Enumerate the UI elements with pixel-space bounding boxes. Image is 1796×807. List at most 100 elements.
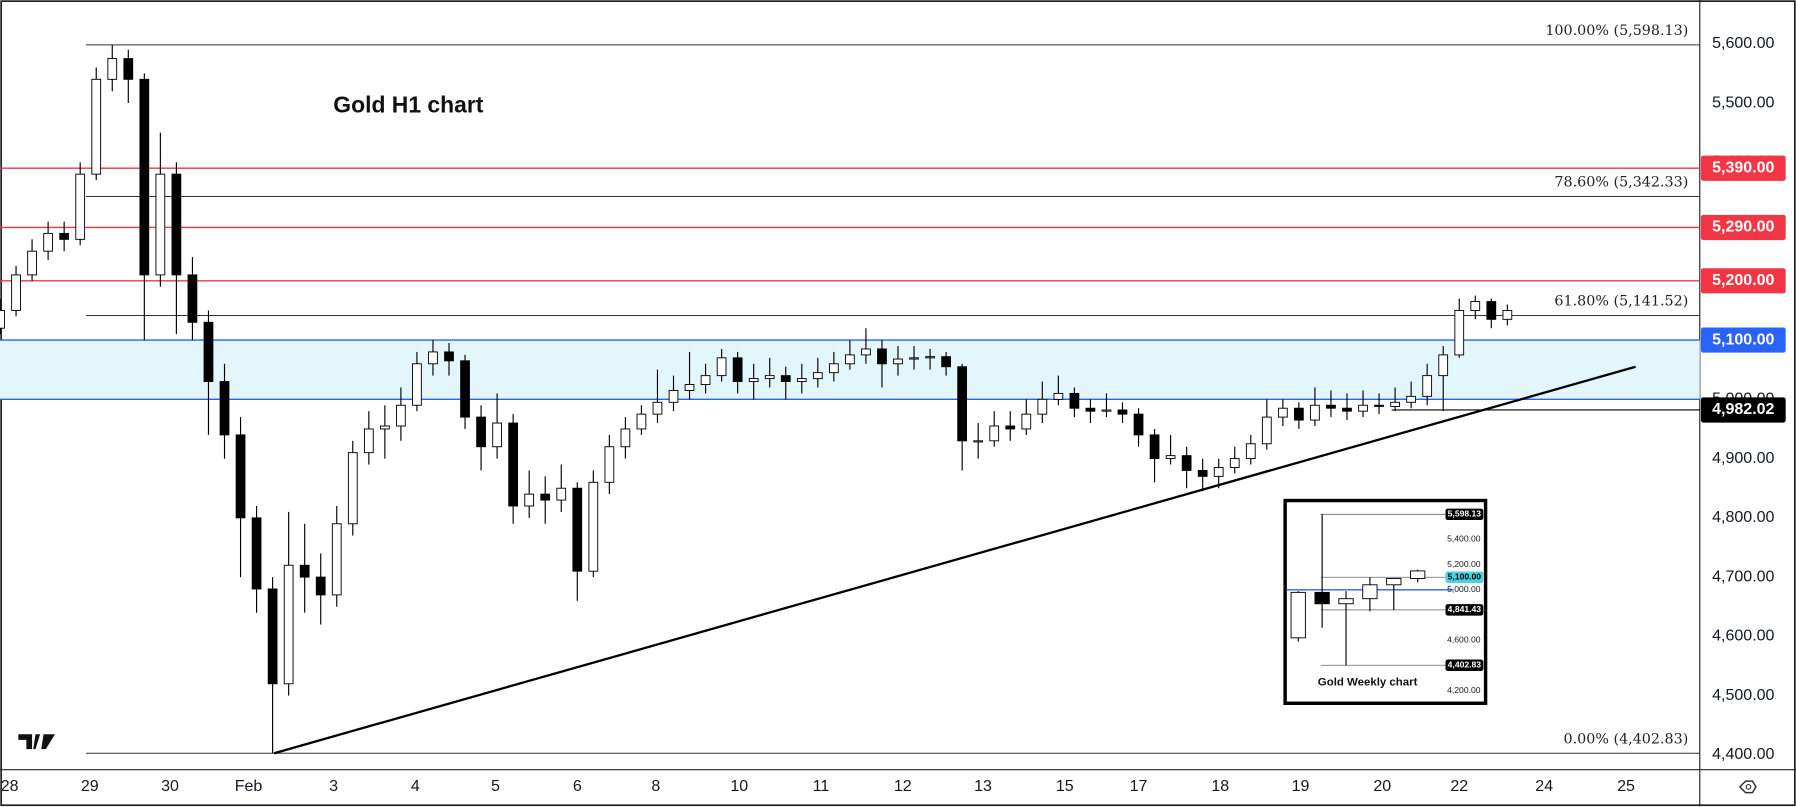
candle-body <box>1422 375 1433 397</box>
candle-body <box>1101 409 1112 412</box>
candle-body <box>588 481 599 572</box>
candle-body <box>1294 407 1304 421</box>
candle-body <box>299 564 310 578</box>
level-tag-label: 5,200.00 <box>1712 271 1774 289</box>
candle-body <box>219 381 230 436</box>
candle-body <box>43 232 53 252</box>
x-tick-label: 22 <box>1450 777 1468 795</box>
candle-body <box>492 422 502 448</box>
fib-label: 61.80% (5,141.52) <box>1554 294 1688 310</box>
level-tag <box>1700 214 1786 241</box>
x-tick-label: 18 <box>1211 777 1229 795</box>
candle-body <box>412 363 422 406</box>
price-tag <box>1445 659 1484 671</box>
fib-label: 78.60% (5,342.33) <box>1554 175 1688 191</box>
candle-body <box>764 375 775 380</box>
level-tag <box>1700 155 1786 181</box>
candle-body <box>1374 404 1384 407</box>
x-tick-label: 19 <box>1292 777 1310 795</box>
candle-body <box>155 173 166 276</box>
settings-shape[interactable] <box>1738 780 1757 794</box>
price-tag <box>1445 571 1484 583</box>
candle-body <box>187 274 198 323</box>
candle-body <box>524 493 535 507</box>
level-tag-label: 5,390.00 <box>1712 158 1774 176</box>
x-tick-label: 30 <box>161 777 179 795</box>
y-tick-label: 5,400.00 <box>1447 534 1481 544</box>
candle-body <box>636 413 647 430</box>
candle-body <box>909 357 919 360</box>
x-tick-label: 28 <box>1 777 19 795</box>
settings-dot[interactable] <box>1745 784 1752 790</box>
trendline <box>273 365 1636 755</box>
y-tick-label: 4,500.00 <box>1712 686 1774 704</box>
candle-body <box>1069 392 1080 409</box>
candle-body <box>363 428 374 454</box>
x-tick-label: 15 <box>1056 777 1074 795</box>
tradingview-logo <box>18 734 55 750</box>
x-tick-label: 17 <box>1130 777 1148 795</box>
price-tag-label: 5,598.13 <box>1448 509 1482 519</box>
candle-body <box>508 422 519 507</box>
candle-body <box>957 366 968 442</box>
candle-body <box>396 404 406 427</box>
candle-body <box>1229 458 1240 468</box>
y-tick-label: 5,500.00 <box>1712 93 1774 111</box>
main-chart: 100.00% (5,598.13) 78.60% (5,342.33) 61.80… <box>0 23 1786 795</box>
candle-body <box>1362 584 1378 600</box>
x-tick-label: Feb <box>235 777 263 795</box>
candle-body <box>1133 413 1144 436</box>
x-tick-label: 5 <box>491 777 500 795</box>
candle-body <box>203 321 214 383</box>
candle-body <box>1470 301 1481 311</box>
candle-body <box>780 375 791 383</box>
candle-body <box>652 401 663 415</box>
candle-body <box>379 425 390 430</box>
candle-body <box>748 378 759 383</box>
candle-body <box>1085 407 1096 412</box>
candle-body <box>235 434 246 519</box>
level-tag-label: 5,290.00 <box>1712 218 1774 236</box>
x-tick-label: 24 <box>1535 777 1553 795</box>
x-tick-label: 12 <box>894 777 912 795</box>
candle-body <box>572 487 583 572</box>
candle-body <box>1338 598 1354 605</box>
x-tick-label: 20 <box>1373 777 1391 795</box>
price-tag <box>1445 508 1484 521</box>
candle-body <box>877 348 887 365</box>
candle-body <box>796 378 807 383</box>
x-tick-label: 25 <box>1617 777 1635 795</box>
candle-body <box>91 78 102 175</box>
candle-body <box>444 351 454 362</box>
candle-body <box>1117 409 1128 415</box>
x-tick-label: 4 <box>411 777 420 795</box>
level-tag <box>1700 268 1786 294</box>
candle-body <box>1314 591 1330 605</box>
candle-body <box>347 452 358 525</box>
candle-body <box>604 446 615 483</box>
candle-body <box>59 232 70 240</box>
candle-body <box>1149 434 1160 460</box>
candle-body <box>716 357 727 377</box>
candle-body <box>476 416 486 448</box>
candle-body <box>684 384 695 391</box>
candle-body <box>1502 309 1513 320</box>
candle-body <box>1358 404 1368 412</box>
candle-body <box>1261 416 1272 445</box>
candle-body <box>973 440 984 443</box>
current-price-tag-label: 4,982.02 <box>1712 400 1774 418</box>
x-tick-label: 13 <box>974 777 992 795</box>
price-tag <box>1445 604 1484 616</box>
candle-body <box>1197 469 1208 477</box>
candle-body <box>1486 301 1497 320</box>
candle-body <box>283 564 294 685</box>
candle-body <box>428 351 438 365</box>
candle-body <box>171 173 182 276</box>
candle-body <box>1454 309 1465 356</box>
candle-body <box>1410 570 1426 579</box>
settings-icon[interactable] <box>1738 780 1757 794</box>
candle-body <box>123 58 134 80</box>
x-tick-label: 10 <box>730 777 748 795</box>
candle-body <box>267 588 278 685</box>
